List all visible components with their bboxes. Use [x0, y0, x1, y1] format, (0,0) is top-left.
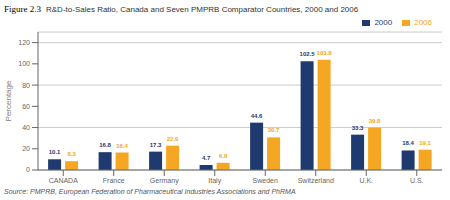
- svg-text:Italy: Italy: [208, 177, 221, 185]
- svg-text:103.8: 103.8: [317, 50, 333, 56]
- html-text:2006: 2006: [414, 18, 432, 27]
- svg-text:17.3: 17.3: [150, 142, 162, 148]
- html-text:Figure 2.3: Figure 2.3: [4, 4, 41, 14]
- html-text:2000: 2000: [374, 18, 393, 27]
- html-text:R&D-to-Sales Ratio, Canada and: R&D-to-Sales Ratio, Canada and Seven PMP…: [46, 5, 359, 14]
- svg-text:22.9: 22.9: [167, 136, 179, 142]
- svg-text:U.S.: U.S.: [410, 177, 424, 184]
- svg-text:France: France: [103, 177, 125, 184]
- svg-text:20: 20: [22, 145, 30, 152]
- svg-text:0: 0: [26, 166, 30, 173]
- svg-text:8.3: 8.3: [67, 151, 76, 157]
- svg-text:102.5: 102.5: [300, 51, 316, 57]
- svg-text:Germany: Germany: [150, 177, 179, 185]
- svg-text:80: 80: [22, 82, 30, 89]
- svg-text:40: 40: [22, 124, 30, 131]
- svg-text:44.6: 44.6: [251, 113, 263, 119]
- svg-text:33.3: 33.3: [352, 125, 364, 131]
- svg-text:CANADA: CANADA: [49, 177, 79, 184]
- svg-text:16.8: 16.8: [99, 142, 111, 148]
- svg-text:6.8: 6.8: [219, 153, 228, 159]
- svg-text:Sweden: Sweden: [253, 177, 278, 184]
- svg-text:100: 100: [18, 60, 30, 67]
- svg-text:Percentage: Percentage: [8, 80, 13, 121]
- svg-text:18.4: 18.4: [402, 140, 414, 146]
- html-text:Source: PMPRB, European Federa: Source: PMPRB, European Federation of Ph…: [4, 188, 296, 195]
- svg-text:Switzerland: Switzerland: [298, 177, 334, 184]
- svg-text:60: 60: [22, 103, 30, 110]
- svg-text:30.7: 30.7: [268, 127, 280, 133]
- svg-text:U.K.: U.K.: [359, 177, 373, 184]
- svg-text:120: 120: [18, 39, 30, 46]
- svg-text:19.1: 19.1: [419, 140, 431, 146]
- svg-text:10.1: 10.1: [49, 149, 61, 155]
- svg-text:16.4: 16.4: [116, 143, 128, 149]
- svg-text:39.8: 39.8: [369, 118, 381, 124]
- svg-text:4.7: 4.7: [202, 155, 211, 161]
